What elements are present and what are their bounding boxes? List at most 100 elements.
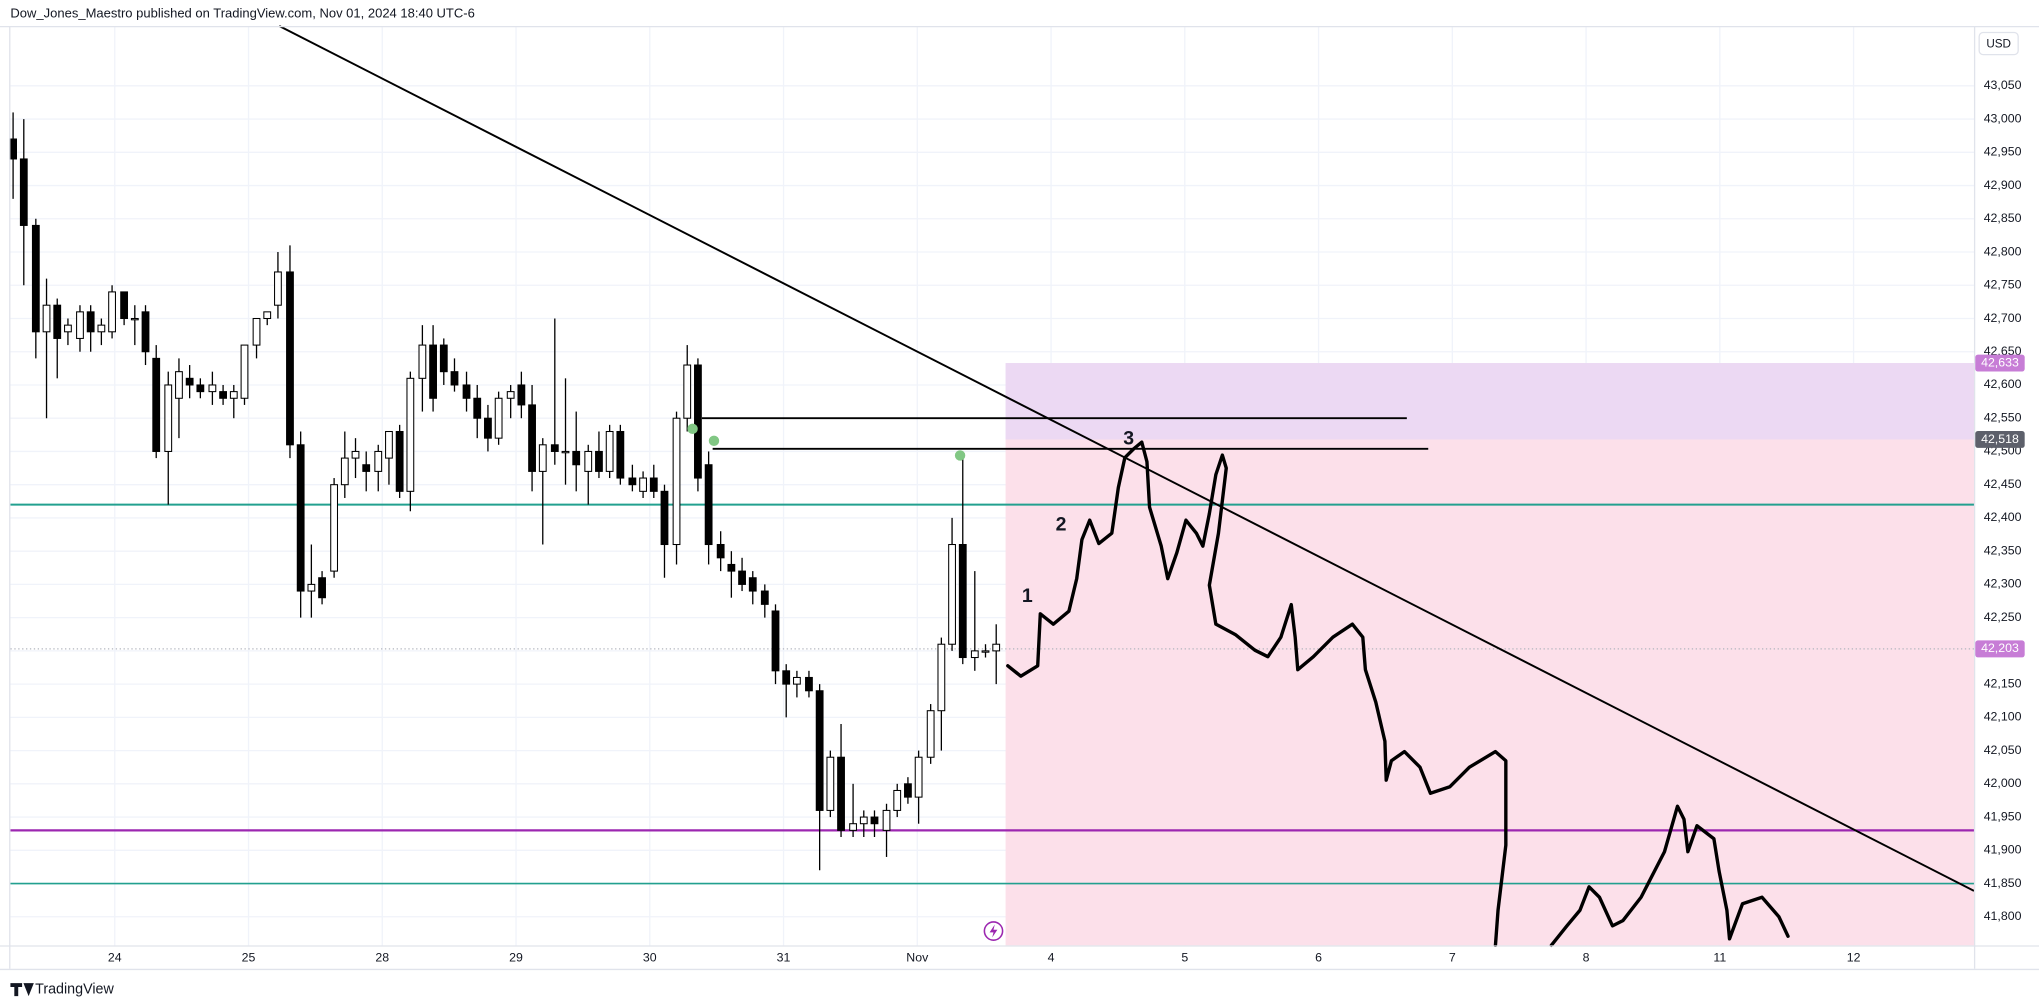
candle-body — [970, 650, 979, 659]
price-label-bg — [1975, 640, 2025, 658]
candle-body — [926, 710, 935, 758]
x-tick-label: 8 — [1583, 951, 1590, 965]
price-label: 42,203 — [1981, 641, 2019, 655]
candle-body — [439, 344, 448, 373]
y-tick-label: 42,050 — [1984, 743, 2022, 757]
y-tick-label: 42,550 — [1984, 410, 2022, 424]
candle-body — [108, 291, 116, 333]
y-tick-label: 42,800 — [1984, 244, 2022, 258]
candle-body — [330, 484, 339, 572]
y-tick-label: 42,600 — [1984, 377, 2022, 391]
candle-body — [517, 384, 526, 406]
y-tick-label: 42,650 — [1984, 344, 2022, 358]
annotation: 1 — [1022, 585, 1033, 607]
candle-body — [782, 670, 791, 685]
y-tick-label: 42,900 — [1984, 178, 2022, 192]
y-tick-label: 43,050 — [1984, 78, 2022, 92]
y-tick-label: 41,850 — [1984, 876, 2022, 890]
candle-body — [274, 271, 282, 306]
candle-body — [196, 384, 205, 393]
candle-body — [760, 590, 769, 605]
candle-body — [805, 676, 813, 692]
price-label-bg — [1975, 431, 2025, 448]
byline: Dow_Jones_Maestro published on TradingVi… — [10, 6, 474, 21]
x-tick-label: 30 — [643, 951, 657, 965]
candle-body — [208, 384, 217, 393]
candle-body — [340, 457, 349, 486]
annotation: 2 — [1056, 514, 1067, 536]
candle-body — [76, 311, 84, 339]
candle-body — [572, 450, 581, 466]
candle-body — [152, 357, 161, 452]
candle-body — [429, 344, 437, 399]
price-axis: 41,800 41,850 41,900 41,950 42,000 42,050 42,1… — [108, 78, 2025, 965]
x-tick-label: 31 — [777, 951, 791, 965]
candle-body — [240, 344, 249, 399]
candle-body — [120, 291, 129, 320]
candle-body — [318, 577, 326, 599]
price-label: 42,633 — [1981, 355, 2019, 369]
candle-body — [561, 450, 570, 454]
candle-body — [252, 317, 261, 346]
candle-body — [219, 391, 227, 399]
zone — [1005, 439, 1974, 946]
y-tick-label: 42,250 — [1984, 610, 2022, 624]
x-tick-label: 12 — [1847, 951, 1861, 965]
lightning-glyph — [989, 924, 998, 938]
candle-body — [639, 477, 647, 492]
x-tick-label: 25 — [242, 951, 256, 965]
candle-body — [893, 789, 902, 811]
candle-body — [948, 543, 956, 645]
candle-body — [538, 444, 547, 472]
candle-body — [263, 311, 272, 320]
currency[interactable]: USD — [1986, 37, 2011, 50]
candle-body — [9, 138, 17, 160]
candle-body — [185, 377, 194, 386]
candle-body — [473, 397, 482, 419]
candle-body — [296, 444, 305, 592]
x-tick-label: 5 — [1181, 951, 1188, 965]
y-tick-label: 41,800 — [1984, 909, 2022, 923]
candle-body — [164, 384, 173, 452]
x-tick-label: 24 — [108, 951, 122, 965]
candle-body — [97, 324, 106, 333]
y-tick-label: 41,950 — [1984, 809, 2022, 823]
candle-body — [130, 317, 139, 321]
candle-body — [815, 690, 824, 811]
candle-body — [771, 610, 780, 672]
y-tick-label: 42,000 — [1984, 776, 2022, 790]
candle-body — [716, 543, 725, 559]
candle-body — [385, 430, 393, 459]
candle-body — [528, 404, 536, 472]
candle-body — [904, 783, 912, 798]
candle-body — [307, 583, 316, 592]
candle-body — [19, 158, 28, 226]
x-tick-label: Nov — [906, 951, 929, 965]
zone — [1005, 363, 1974, 440]
candle-body — [450, 371, 459, 386]
candle-body — [748, 577, 757, 592]
y-tick-label: 42,950 — [1984, 145, 2022, 159]
candle-body — [694, 364, 702, 479]
x-tick-label: 4 — [1048, 951, 1055, 965]
candle-body — [914, 756, 923, 798]
signal-dot — [708, 435, 720, 447]
candle-body — [141, 311, 150, 353]
trendline — [278, 25, 1975, 892]
y-tick-label: 42,450 — [1984, 477, 2022, 491]
candle-body — [550, 444, 559, 452]
price-label-bg — [1975, 354, 2025, 372]
candle-body — [286, 271, 294, 446]
candle-body — [53, 304, 62, 339]
candle-body — [958, 543, 967, 659]
candle-body — [628, 477, 637, 486]
signal-dot — [687, 423, 698, 435]
candle-body — [86, 311, 95, 333]
candle-body — [837, 756, 845, 831]
candle-body — [616, 430, 625, 479]
candle-body — [704, 464, 713, 546]
y-tick-label: 42,850 — [1984, 211, 2022, 225]
currency-button[interactable] — [1978, 31, 2019, 56]
